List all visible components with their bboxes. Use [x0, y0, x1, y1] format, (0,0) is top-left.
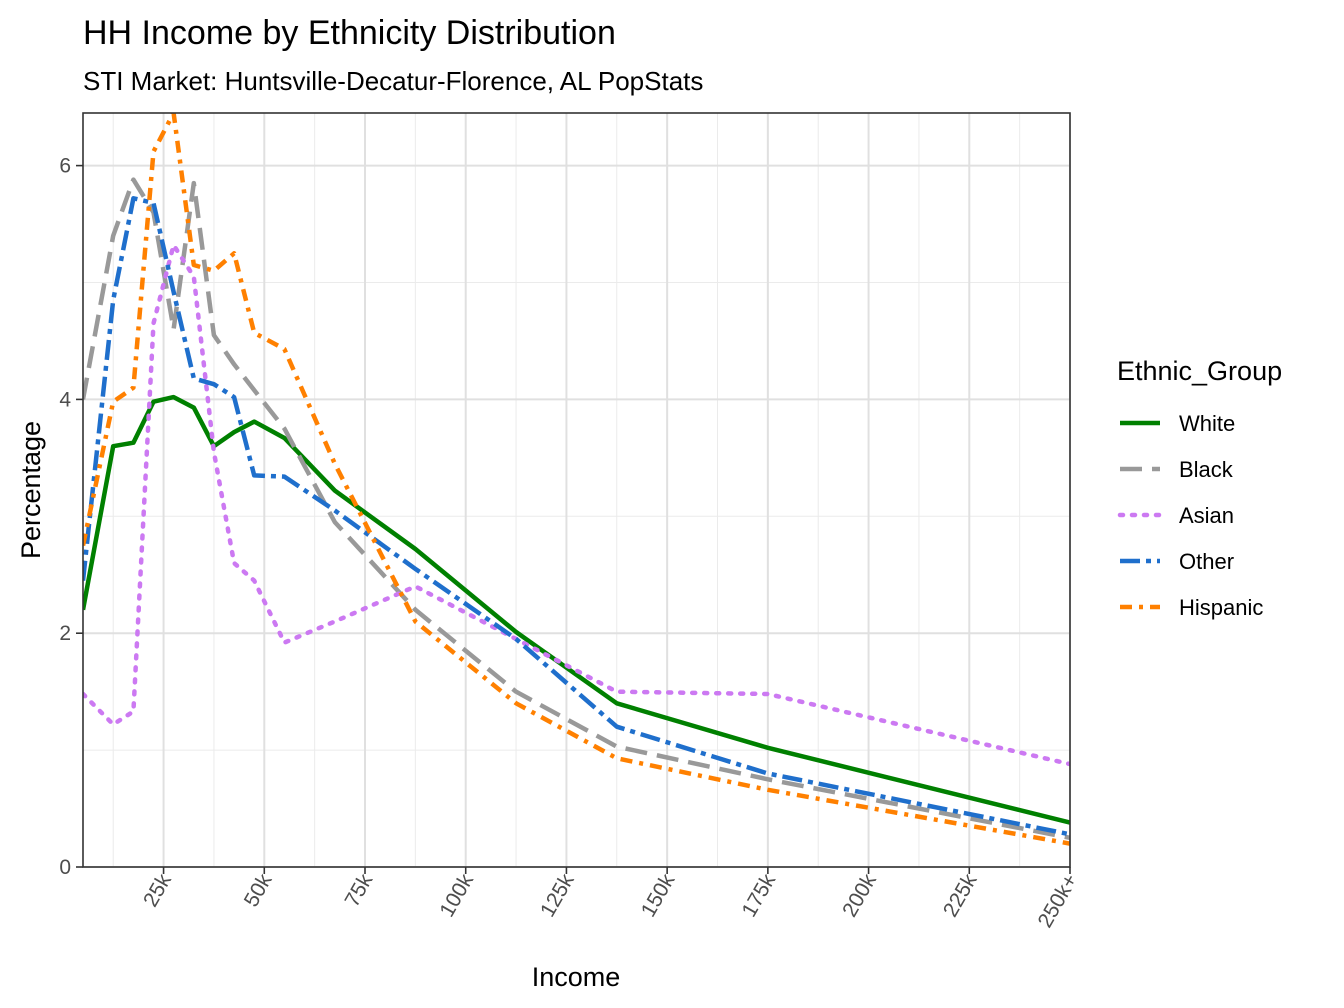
- y-tick-label: 2: [59, 622, 71, 645]
- chart-title: HH Income by Ethnicity Distribution: [83, 14, 616, 52]
- x-tick-label: 75k: [340, 870, 377, 911]
- x-tick-label: 100k: [435, 870, 478, 921]
- x-tick-label: 125k: [536, 870, 579, 921]
- y-tick-label: 0: [59, 856, 71, 879]
- y-axis: 0 2 4 6: [59, 155, 83, 879]
- series-line-hispanic: [83, 113, 1070, 846]
- series-layer: [83, 113, 1070, 846]
- x-tick-label: 225k: [939, 870, 982, 921]
- x-tick-label: 200k: [838, 870, 881, 921]
- plot-panel-border: [82, 112, 1071, 868]
- series-line-black: [83, 177, 1070, 841]
- y-axis-title: Percentage: [16, 421, 46, 559]
- legend-label-black: Black: [1179, 457, 1234, 482]
- y-tick-label: 6: [59, 155, 71, 178]
- series-line-white: [83, 394, 1070, 825]
- legend: Ethnic_Group White Black Asian Other Hispani…: [1117, 356, 1282, 620]
- major-gridlines: [83, 113, 1071, 868]
- series-line-asian: [83, 242, 1070, 767]
- minor-gridlines: [83, 113, 1070, 867]
- series-line-other: [83, 196, 1070, 837]
- x-tick-label: 50k: [240, 870, 277, 911]
- legend-label-asian: Asian: [1179, 503, 1234, 528]
- legend-label-other: Other: [1179, 549, 1234, 574]
- x-axis: 25k 50k 75k 100k 125k 150k 175k 200k 225k 250k+: [139, 867, 1082, 932]
- x-tick-label: 150k: [637, 870, 680, 921]
- x-tick-label: 25k: [139, 870, 176, 911]
- chart-subtitle: STI Market: Huntsville-Decatur-Florence,…: [83, 66, 703, 96]
- legend-title: Ethnic_Group: [1117, 356, 1282, 386]
- y-tick-label: 4: [59, 388, 71, 411]
- x-tick-label: 250k+: [1034, 870, 1083, 932]
- legend-label-hispanic: Hispanic: [1179, 595, 1263, 620]
- x-tick-label: 175k: [737, 870, 780, 921]
- x-axis-title: Income: [532, 962, 621, 992]
- legend-label-white: White: [1179, 411, 1235, 436]
